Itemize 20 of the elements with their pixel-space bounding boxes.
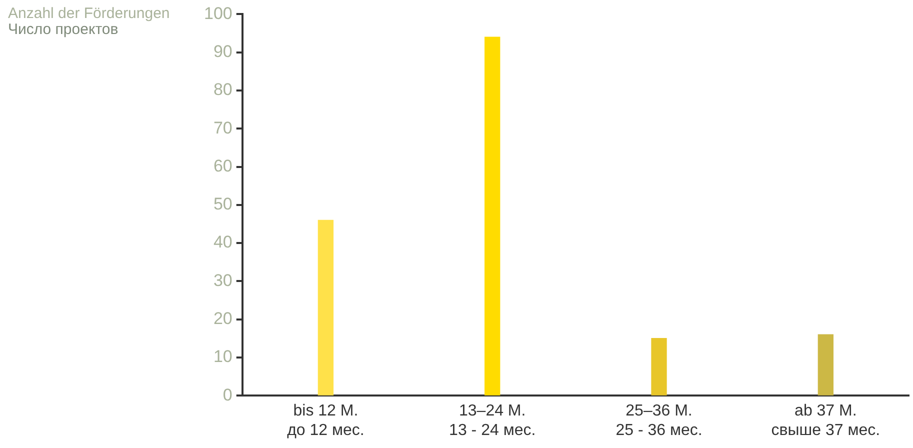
y-tick-label: 0 — [222, 385, 232, 404]
y-tick-label: 40 — [213, 232, 232, 252]
y-tick-label: 50 — [213, 194, 232, 214]
y-tick-label: 90 — [213, 42, 232, 62]
x-tick-label: 25–36 M. 25 - 36 мес. — [616, 402, 702, 439]
x-tick-label: 13–24 M. 13 - 24 мес. — [449, 402, 536, 439]
bar — [818, 334, 834, 396]
x-tick-label: bis 12 M. до 12 мес. — [287, 402, 364, 439]
y-tick-label: 60 — [213, 156, 232, 176]
y-tick-label: 20 — [213, 309, 232, 328]
y-tick-label: 100 — [204, 4, 232, 23]
bar — [318, 220, 334, 396]
bar — [651, 338, 667, 396]
y-tick-label: 70 — [213, 118, 232, 138]
y-tick-label: 80 — [213, 80, 232, 100]
x-tick-label: ab 37 M. свыше 37 мес. — [771, 402, 880, 439]
bar — [484, 36, 500, 396]
y-tick-label: 10 — [213, 347, 232, 366]
y-axis-title: Anzahl der Förderungen Число проектов — [8, 5, 170, 38]
y-tick-label: 30 — [213, 270, 232, 290]
